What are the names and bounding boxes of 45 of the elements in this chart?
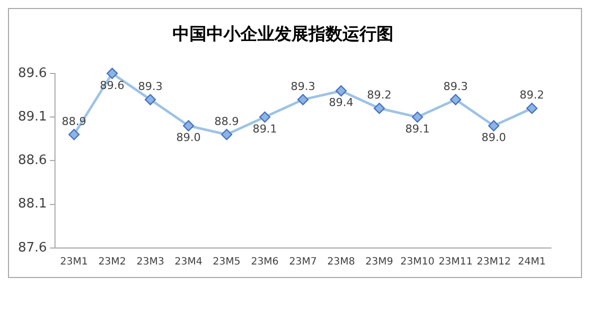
chart-title: 中国中小企业发展指数运行图 xyxy=(172,24,394,45)
point xyxy=(374,102,385,114)
x-tick-label: 23M4 xyxy=(174,256,202,268)
point xyxy=(297,94,309,106)
point xyxy=(259,111,270,123)
x-tick-label: 23M1 xyxy=(60,256,88,268)
x-tick-label: 23M2 xyxy=(98,256,126,268)
data-label: 89.2 xyxy=(520,88,544,102)
data-label: 89.2 xyxy=(367,88,392,102)
x-tick-label: 23M6 xyxy=(250,256,279,268)
data-label: 89.3 xyxy=(290,80,316,93)
point xyxy=(450,94,462,106)
data-label: 88.9 xyxy=(214,114,239,128)
point xyxy=(182,120,194,132)
y-tick-label: 87.6 xyxy=(18,240,47,256)
data-label: 89.3 xyxy=(443,80,468,93)
point xyxy=(526,102,538,114)
x-tick-label: 23M11 xyxy=(438,256,473,268)
x-tick-label: 23M7 xyxy=(289,256,317,268)
data-label: 89.4 xyxy=(328,96,354,110)
data-label: 89.3 xyxy=(138,80,163,93)
data-label: 89.0 xyxy=(482,131,506,144)
data-label: 89.1 xyxy=(405,122,430,136)
x-tick-label: 24M1 xyxy=(518,256,546,268)
point xyxy=(106,68,118,79)
point xyxy=(488,120,500,132)
point xyxy=(68,128,80,140)
x-tick-label: 23M3 xyxy=(136,256,164,268)
x-tick-label: 23M12 xyxy=(476,256,511,268)
x-tick-label: 23M5 xyxy=(212,256,241,268)
data-label: 89.1 xyxy=(252,122,278,136)
point xyxy=(144,94,156,106)
point xyxy=(221,128,232,140)
y-tick-label: 89.1 xyxy=(18,109,47,124)
point xyxy=(412,111,424,123)
point xyxy=(336,85,347,96)
data-label: 89.0 xyxy=(176,131,201,144)
x-tick-label: 23M9 xyxy=(365,256,394,268)
y-tick-label: 88.6 xyxy=(18,153,47,168)
y-tick-label: 88.1 xyxy=(18,196,47,212)
x-tick-label: 23M8 xyxy=(327,256,355,268)
x-tick-label: 23M10 xyxy=(400,256,434,268)
data-label: 89.6 xyxy=(100,78,124,92)
y-tick-label: 89.6 xyxy=(18,66,47,81)
data-label: 88.9 xyxy=(62,114,86,128)
